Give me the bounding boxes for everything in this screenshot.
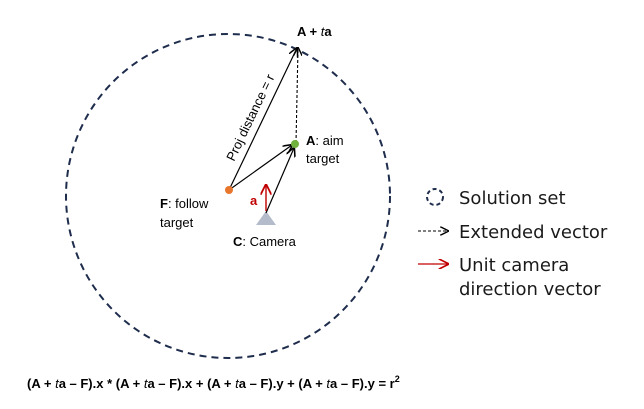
follow-to-projected-vector (229, 48, 297, 190)
legend: Solution set Extended vector Unit camera… (418, 188, 608, 300)
legend-item-extended-vector: Extended vector (459, 222, 608, 243)
legend-item-unit-camera: Unit camera (459, 255, 569, 276)
legend-item-unit-camera-line2: direction vector (459, 279, 601, 300)
follow-target-label: F: follow (160, 196, 209, 211)
follow-point (225, 186, 233, 194)
aim-point (291, 140, 299, 148)
legend-item-solution-set: Solution set (459, 188, 566, 209)
aim-target-label: A: aim (306, 133, 344, 148)
projected-point-label: A + ta (297, 24, 332, 39)
camera-to-aim-vector (266, 148, 294, 213)
proj-distance-label: Proj distance = r (223, 71, 278, 163)
formula: (A + ta – F).x * (A + ta – F).x + (A + t… (27, 374, 400, 391)
extended-vector (296, 48, 298, 143)
follow-target-label-line2: target (160, 215, 194, 230)
solution-set-circle (66, 34, 390, 358)
unit-vector-label: a (250, 193, 258, 208)
aim-target-label-line2: target (306, 151, 340, 166)
camera-label: C: Camera (233, 234, 297, 249)
dashed-circle-icon (427, 189, 443, 205)
camera-triangle (256, 211, 276, 225)
